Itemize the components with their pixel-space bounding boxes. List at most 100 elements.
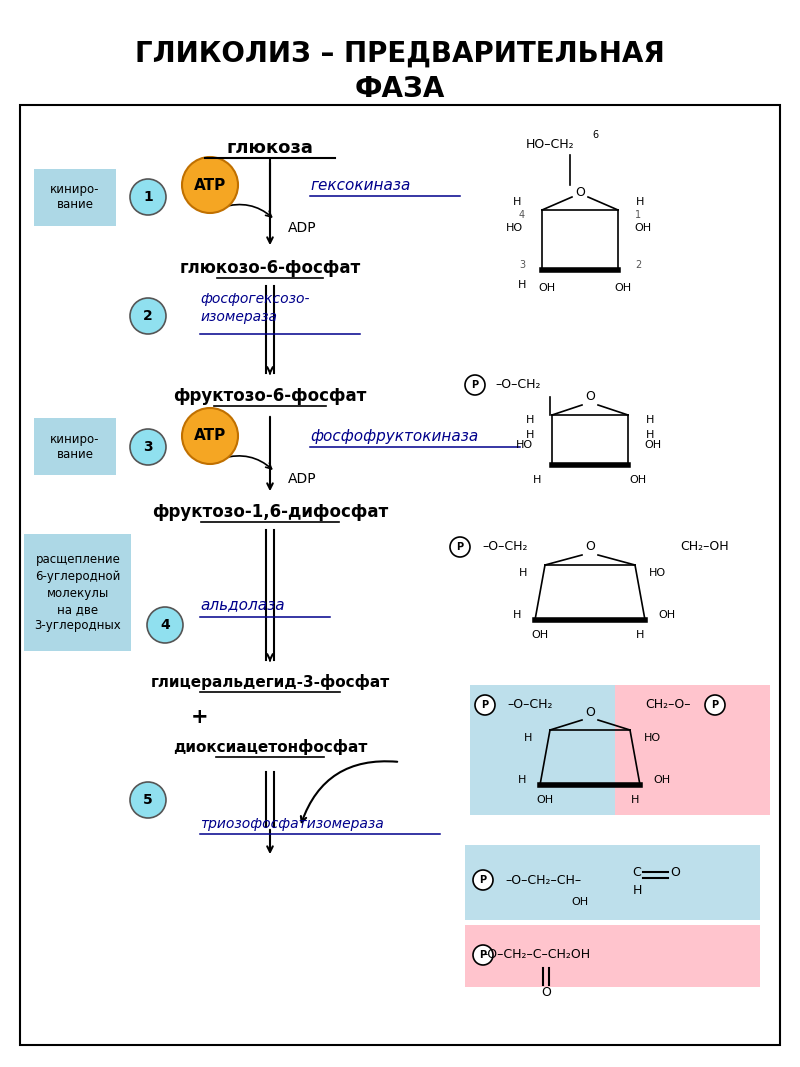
FancyBboxPatch shape [615, 685, 770, 815]
Text: фосфогексозо-
изомераза: фосфогексозо- изомераза [200, 292, 310, 323]
Text: 3: 3 [519, 260, 525, 270]
Text: киниро-
вание: киниро- вание [50, 432, 100, 462]
Text: диоксиацетонфосфат: диоксиацетонфосфат [173, 739, 367, 755]
Text: –O–CH₂–C–CH₂OH: –O–CH₂–C–CH₂OH [482, 949, 590, 961]
Text: –O–CH₂: –O–CH₂ [495, 379, 541, 392]
Text: OH: OH [634, 223, 651, 233]
Circle shape [130, 298, 166, 334]
Circle shape [147, 607, 183, 643]
Text: OH: OH [658, 610, 675, 620]
Text: ATP: ATP [194, 177, 226, 192]
Text: HO: HO [643, 733, 661, 743]
Text: –O–CH₂: –O–CH₂ [507, 699, 553, 712]
Text: 2: 2 [143, 309, 153, 323]
Circle shape [182, 157, 238, 213]
Text: O: O [541, 987, 551, 1000]
Circle shape [130, 429, 166, 465]
Text: OH: OH [654, 775, 670, 785]
Text: OH: OH [630, 475, 646, 485]
Text: O: O [585, 391, 595, 403]
Text: H: H [526, 415, 534, 425]
FancyBboxPatch shape [24, 534, 131, 651]
Text: фруктозо-1,6-дифосфат: фруктозо-1,6-дифосфат [152, 503, 388, 521]
Text: H: H [631, 795, 639, 805]
FancyBboxPatch shape [465, 925, 760, 987]
Circle shape [465, 375, 485, 395]
Text: H: H [646, 430, 654, 440]
Text: ГЛИКОЛИЗ – ПРЕДВАРИТЕЛЬНАЯ: ГЛИКОЛИЗ – ПРЕДВАРИТЕЛЬНАЯ [135, 39, 665, 68]
Text: глицеральдегид-3-фосфат: глицеральдегид-3-фосфат [150, 674, 390, 690]
Text: –O–CH₂: –O–CH₂ [482, 541, 528, 554]
Text: H: H [524, 733, 532, 743]
Text: глюкозо-6-фосфат: глюкозо-6-фосфат [179, 259, 361, 277]
Text: O: O [670, 865, 680, 878]
Text: глюкоза: глюкоза [226, 139, 314, 157]
Text: фруктозо-6-фосфат: фруктозо-6-фосфат [174, 387, 366, 405]
Text: фосфофруктокиназа: фосфофруктокиназа [310, 429, 478, 444]
Text: HO: HO [506, 223, 522, 233]
Text: 2: 2 [635, 260, 641, 270]
Text: ADP: ADP [288, 472, 317, 485]
Text: OH: OH [537, 795, 554, 805]
Text: P: P [479, 875, 486, 885]
Text: P: P [457, 542, 463, 552]
Text: H: H [526, 430, 534, 440]
Text: H: H [636, 630, 644, 640]
Text: 1: 1 [143, 190, 153, 204]
Text: CH₂–OH: CH₂–OH [681, 541, 730, 554]
Text: HO: HO [649, 568, 666, 578]
Text: CH₂–O–: CH₂–O– [646, 699, 690, 712]
Text: OH: OH [571, 897, 589, 907]
Circle shape [450, 537, 470, 557]
Circle shape [473, 945, 493, 965]
Text: OH: OH [645, 440, 662, 450]
Circle shape [475, 695, 495, 715]
Text: P: P [471, 380, 478, 391]
Text: H: H [518, 775, 526, 785]
Text: OH: OH [538, 283, 555, 293]
Text: HO: HO [515, 440, 533, 450]
Text: O: O [585, 705, 595, 718]
Text: OH: OH [614, 283, 631, 293]
FancyBboxPatch shape [20, 105, 780, 1045]
Text: OH: OH [531, 630, 549, 640]
Text: 6: 6 [592, 130, 598, 140]
Text: H: H [646, 415, 654, 425]
Text: 3: 3 [143, 440, 153, 453]
Circle shape [130, 782, 166, 818]
Text: P: P [479, 950, 486, 960]
Text: +: + [191, 707, 209, 727]
Text: киниро-
вание: киниро- вание [50, 182, 100, 211]
Text: 5: 5 [143, 793, 153, 807]
Text: альдолаза: альдолаза [200, 598, 285, 612]
Text: O: O [575, 186, 585, 198]
Text: гексокиназа: гексокиназа [310, 177, 410, 192]
Circle shape [130, 179, 166, 214]
Text: расщепление
6-углеродной
молекулы
на две
3-углеродных: расщепление 6-углеродной молекулы на две… [34, 554, 122, 633]
Text: H: H [533, 475, 541, 485]
Text: H: H [513, 610, 521, 620]
Text: 1: 1 [635, 210, 641, 220]
Text: 4: 4 [519, 210, 525, 220]
Text: ADP: ADP [288, 221, 317, 235]
Text: –O–CH₂–CH–: –O–CH₂–CH– [505, 874, 581, 887]
Text: H: H [519, 568, 527, 578]
Text: H: H [513, 197, 521, 207]
Text: O: O [585, 541, 595, 554]
Text: 4: 4 [160, 618, 170, 632]
Circle shape [705, 695, 725, 715]
Text: H: H [636, 197, 644, 207]
Text: триозофосфатизомераза: триозофосфатизомераза [200, 817, 384, 831]
FancyBboxPatch shape [470, 685, 615, 815]
Text: P: P [711, 700, 718, 710]
Text: HO–CH₂: HO–CH₂ [526, 139, 574, 152]
Circle shape [473, 870, 493, 890]
Circle shape [182, 408, 238, 464]
Text: ATP: ATP [194, 429, 226, 444]
Text: H: H [632, 883, 642, 896]
Text: P: P [482, 700, 489, 710]
FancyBboxPatch shape [465, 845, 760, 920]
Text: C: C [633, 865, 642, 878]
Text: ФАЗА: ФАЗА [355, 75, 445, 103]
FancyBboxPatch shape [34, 169, 116, 226]
